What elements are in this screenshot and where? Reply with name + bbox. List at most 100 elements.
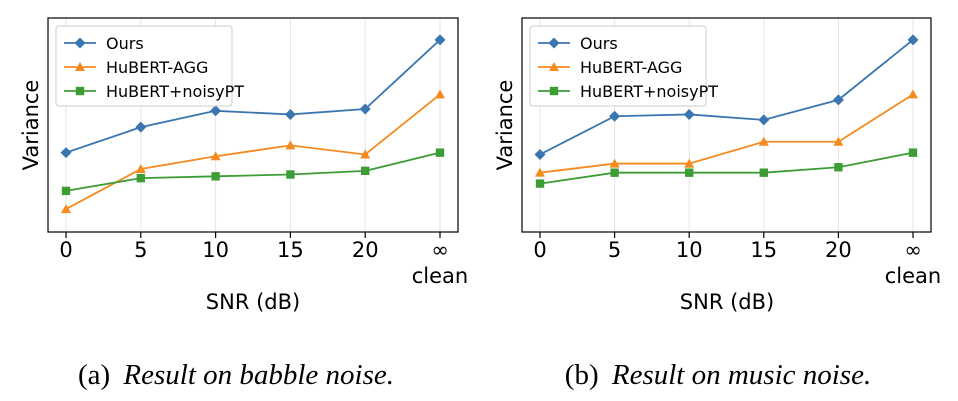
data-point-ours <box>284 108 296 120</box>
data-point-hubert-agg <box>609 158 620 168</box>
x-tick-label: 10 <box>202 238 229 262</box>
data-point-hubert-noisypt <box>908 148 918 157</box>
data-point-hubert-noisypt <box>211 172 220 181</box>
caption-label: (a) <box>78 359 110 391</box>
series-hubert-noisypt <box>61 148 445 196</box>
data-point-hubert-noisypt <box>535 179 545 188</box>
data-point-hubert-agg <box>285 140 296 150</box>
series-line-ours <box>539 39 914 156</box>
x-tick-label-clean: clean <box>412 264 468 288</box>
y-axis-label: Variance <box>19 80 43 171</box>
x-tick-label: 5 <box>608 238 621 262</box>
plot-frame <box>521 17 932 233</box>
svg-text:(a) Result on babble n: (a) Result on babble noise. <box>78 359 394 391</box>
series-layer <box>534 34 919 188</box>
legend-item-hubert-noisypt: HuBERT+noisyPT <box>538 82 718 101</box>
x-axis-label: SNR (dB) <box>680 290 774 314</box>
data-point-ours <box>758 114 770 126</box>
legend-label: HuBERT-AGG <box>106 58 208 77</box>
data-point-hubert-noisypt <box>136 173 145 183</box>
data-point-hubert-noisypt <box>435 148 445 157</box>
legend: Ours HuBERT-AGG HuBERT+noisyPT <box>529 25 718 107</box>
caption-text: Result on music noise. <box>611 359 871 391</box>
data-point-ours <box>359 103 371 115</box>
legend-label: HuBERT+noisyPT <box>580 82 718 101</box>
series-line-hubert-noisypt <box>539 151 914 185</box>
data-point-hubert-noisypt <box>61 186 71 196</box>
legend-box <box>529 25 707 107</box>
legend-marker <box>74 37 86 49</box>
series-layer <box>60 34 446 214</box>
data-point-hubert-noisypt <box>361 166 370 176</box>
x-tick-label-clean: clean <box>885 264 941 288</box>
x-ticks: 0 5 10 15 20 ∞clean <box>533 232 941 288</box>
data-point-hubert-agg <box>61 204 71 214</box>
legend-item-hubert-agg: HuBERT-AGG <box>538 58 682 77</box>
data-point-hubert-agg <box>210 151 221 161</box>
x-tick-label: 10 <box>676 238 703 262</box>
series-line-hubert-agg <box>539 93 914 174</box>
data-point-hubert-noisypt <box>759 168 768 177</box>
legend-item-hubert-noisypt: HuBERT+noisyPT <box>64 82 244 101</box>
caption-text: Result on babble noise. <box>122 359 394 391</box>
data-point-hubert-agg <box>135 164 146 174</box>
x-tick-label: 0 <box>59 238 72 262</box>
x-tick-label: ∞ <box>904 238 922 262</box>
series-line-hubert-noisypt <box>65 151 441 192</box>
data-point-ours <box>832 94 844 106</box>
data-point-ours <box>210 105 222 117</box>
x-ticks: 0 5 10 15 20 ∞clean <box>59 232 468 288</box>
data-point-ours <box>60 147 72 159</box>
legend-item-hubert-agg: HuBERT-AGG <box>64 58 208 77</box>
data-point-ours <box>609 110 621 122</box>
series-line-hubert-agg <box>65 93 441 210</box>
data-point-ours <box>434 34 446 46</box>
legend-label: HuBERT-AGG <box>580 58 682 77</box>
x-tick-label: 20 <box>352 238 379 262</box>
x-tick-label: 15 <box>750 238 777 262</box>
data-point-hubert-agg <box>435 89 445 99</box>
y-axis-label: Variance <box>493 80 517 171</box>
series-ours <box>534 34 919 160</box>
legend-label: HuBERT+noisyPT <box>106 82 244 101</box>
legend-marker <box>75 62 85 71</box>
series-hubert-agg <box>535 89 918 177</box>
plot-frame <box>47 17 459 233</box>
data-point-ours <box>534 148 546 160</box>
series-ours <box>60 34 446 159</box>
series-hubert-noisypt <box>535 148 918 188</box>
data-point-hubert-agg <box>908 89 918 99</box>
legend-marker <box>548 37 560 49</box>
legend-item-ours: Ours <box>538 34 618 53</box>
chart-panel-a: 0 5 10 15 20 ∞clean SNR (dB) Variance Ours HuB… <box>19 17 468 391</box>
data-point-hubert-agg <box>360 149 371 159</box>
data-point-hubert-agg <box>535 167 545 177</box>
x-tick-label: ∞ <box>431 238 449 262</box>
x-tick-label: 5 <box>134 238 147 262</box>
data-point-ours <box>683 108 695 120</box>
caption: (b) Result on music noise. <box>565 359 871 391</box>
chart-panel-b: 0 5 10 15 20 ∞clean SNR (dB) Variance Ours HuB… <box>493 17 941 391</box>
x-axis-label: SNR (dB) <box>206 290 300 314</box>
legend-box <box>55 25 233 107</box>
data-point-hubert-noisypt <box>685 168 694 177</box>
series-hubert-agg <box>61 89 445 214</box>
data-point-hubert-noisypt <box>286 170 295 179</box>
data-point-hubert-noisypt <box>834 163 843 172</box>
x-tick-label: 0 <box>533 238 546 262</box>
data-point-hubert-agg <box>758 136 769 146</box>
data-point-ours <box>907 34 919 46</box>
x-tick-label: 15 <box>277 238 304 262</box>
caption-label: (b) <box>565 359 599 391</box>
data-point-ours <box>135 121 147 133</box>
data-point-hubert-noisypt <box>610 168 619 177</box>
caption: (a) Result on babble noise. <box>78 359 394 391</box>
legend: Ours HuBERT-AGG HuBERT+noisyPT <box>55 25 244 107</box>
legend-item-ours: Ours <box>64 34 144 53</box>
legend-marker <box>549 86 559 96</box>
legend-marker <box>75 86 85 96</box>
data-point-hubert-agg <box>684 158 695 168</box>
series-line-ours <box>65 39 441 154</box>
x-tick-label: 20 <box>825 238 852 262</box>
